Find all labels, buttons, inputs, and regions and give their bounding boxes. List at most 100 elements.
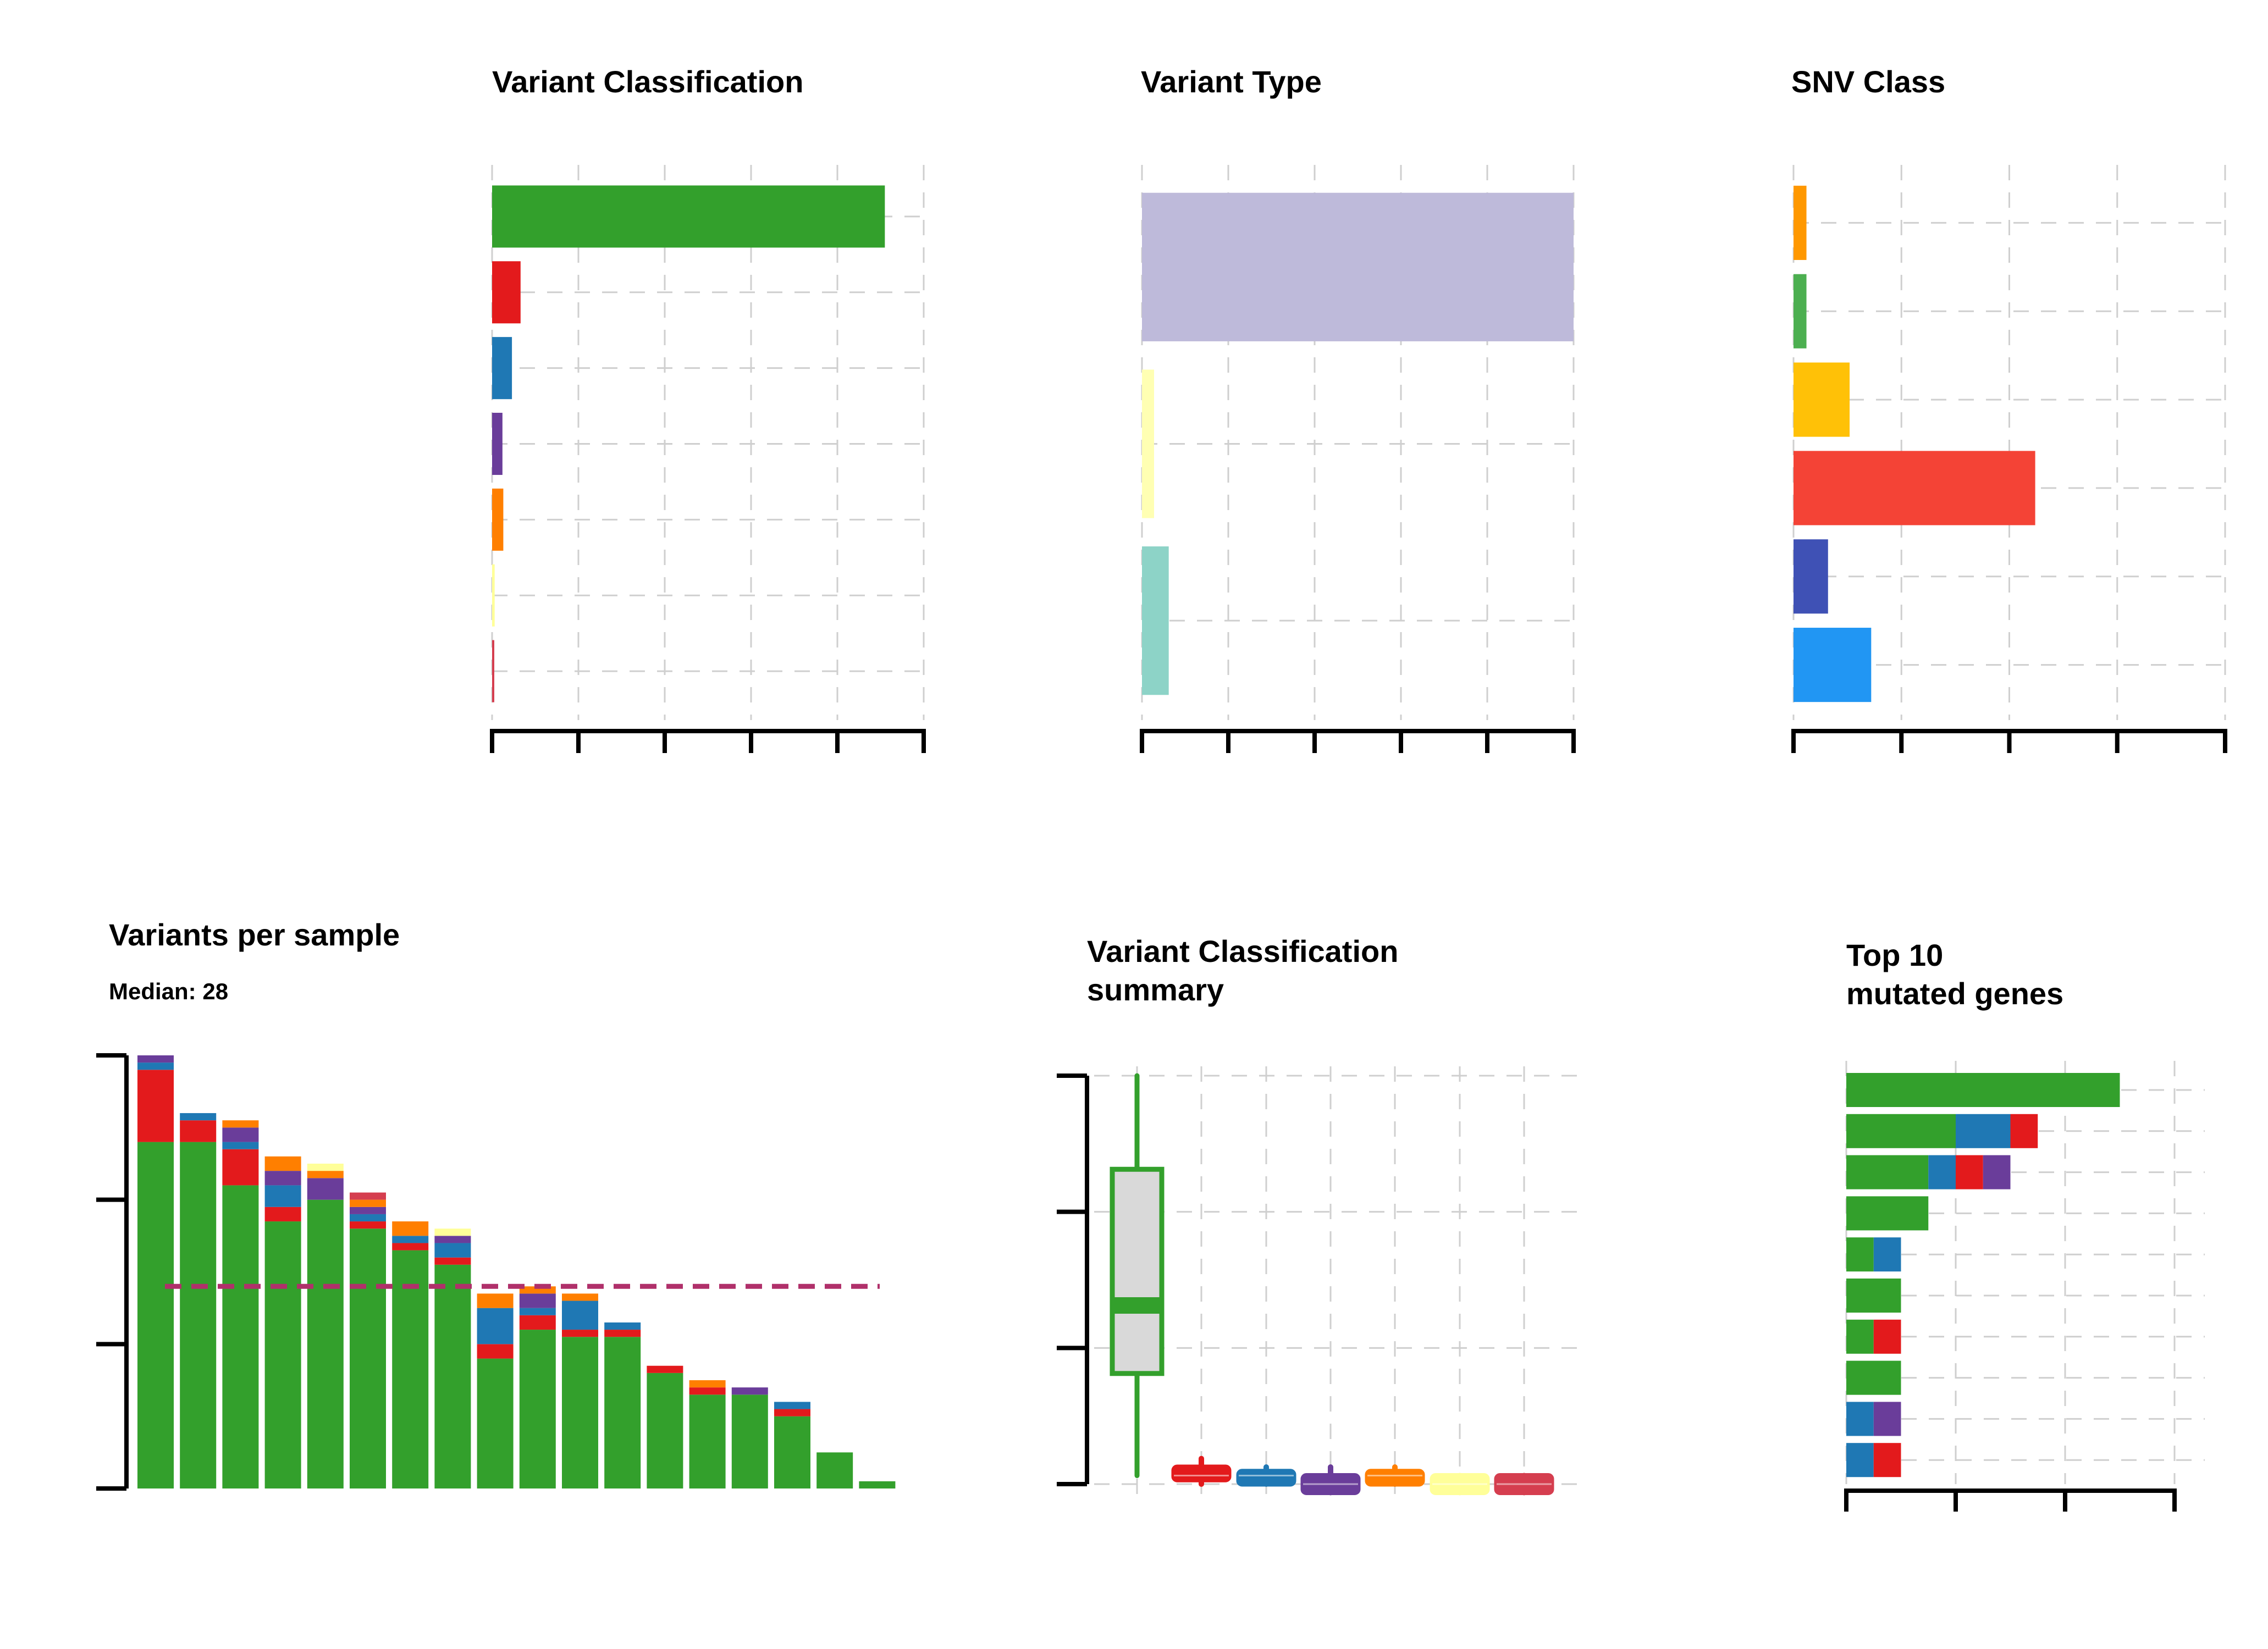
variant-classification-panel: Variant Classification — [490, 64, 926, 753]
variants-per-sample-y-axis — [96, 1053, 129, 1491]
bar-ins — [1142, 369, 1154, 518]
bar-segment-nonsense-mutation — [519, 1315, 556, 1330]
top-genes-title-line-1: Top 10 — [1846, 938, 1943, 972]
bar-segment-missense-mutation — [859, 1481, 896, 1488]
bar-segment-splice-site — [264, 1156, 301, 1171]
snv-class-grid — [1792, 165, 2226, 720]
bar-t-g — [1794, 185, 1807, 260]
top-genes-panel: Top 10 mutated genes — [1844, 938, 2205, 1512]
snv-class-title: SNV Class — [1791, 64, 1945, 99]
bar-segment-frame-shift-del — [180, 1113, 217, 1121]
bar-segment-nonsense-mutation — [647, 1365, 683, 1373]
bar-segment-frame-shift-del — [477, 1308, 514, 1344]
bar-segment-frame-shift-del — [264, 1185, 301, 1207]
bar-segment-missense-mutation — [816, 1452, 853, 1488]
snv-class-x-axis — [1791, 729, 2227, 753]
gene-bar-segment-frame-shift-ins — [1873, 1402, 1901, 1436]
bar-segment-missense-mutation — [392, 1250, 429, 1488]
variant-type-bars — [1142, 192, 1574, 695]
bar-segment-frame-shift-ins — [350, 1207, 386, 1214]
bar-segment-missense-mutation — [350, 1229, 386, 1488]
gene-bar-segment-missense-mutation — [1846, 1319, 1874, 1354]
bar-segment-nonsense-mutation — [477, 1344, 514, 1359]
gene-bar-segment-missense-mutation — [1846, 1360, 1901, 1395]
bar-c-g — [1794, 539, 1828, 614]
box-missense-mutation — [1110, 1166, 1165, 1376]
summary-title-line-1: Variant Classification — [1087, 934, 1398, 969]
variant-type-title: Variant Type — [1141, 64, 1322, 99]
bar-segment-nonsense-mutation — [562, 1330, 598, 1337]
bar-frame-shift-del — [492, 337, 512, 400]
bar-segment-frame-shift-del — [222, 1142, 259, 1149]
bar-missense-mutation — [492, 185, 885, 248]
variants-per-sample-bars — [137, 1055, 896, 1488]
bar-segment-splice-site — [222, 1120, 259, 1128]
median-subtitle: Median: 28 — [109, 978, 228, 1004]
bar-segment-frame-shift-del — [137, 1063, 174, 1070]
bar-segment-nonsense-mutation — [350, 1221, 386, 1229]
bar-segment-frame-shift-del — [604, 1322, 641, 1330]
box-frame-shift-del — [1236, 1469, 1296, 1487]
variant-classification-x-axis — [490, 729, 926, 753]
bar-frame-shift-ins — [492, 412, 503, 475]
summary-y-axis — [1057, 1073, 1089, 1486]
bar-segment-missense-mutation — [774, 1416, 810, 1488]
bar-segment-frame-shift-del — [774, 1402, 810, 1409]
gene-bar-segment-nonsense-mutation — [2010, 1114, 2038, 1148]
snv-class-panel: SNV Class — [1791, 64, 2227, 753]
variant-classification-summary-panel: Variant Classification summary — [1057, 934, 1578, 1496]
bar-segment-missense-mutation — [434, 1264, 471, 1488]
bar-segment-missense-mutation — [731, 1395, 768, 1488]
bar-in-frame-del — [492, 564, 495, 627]
bar-t-a — [1794, 274, 1807, 348]
gene-bar-segment-nonsense-mutation — [1873, 1319, 1901, 1354]
bar-segment-frame-shift-del — [519, 1308, 556, 1315]
box-nonsense-mutation — [1171, 1464, 1232, 1482]
snv-class-bars — [1794, 185, 2035, 702]
bar-segment-nonsense-mutation — [264, 1207, 301, 1222]
bar-segment-frame-shift-ins — [731, 1387, 768, 1395]
summary-grid — [1094, 1066, 1578, 1495]
bar-segment-frame-shift-ins — [137, 1055, 174, 1063]
gene-bar-segment-frame-shift-del — [1846, 1443, 1874, 1478]
bar-segment-missense-mutation — [604, 1337, 641, 1488]
bar-segment-splice-site — [562, 1293, 598, 1301]
bar-snp — [1142, 192, 1574, 341]
variant-type-x-axis — [1140, 729, 1576, 753]
bar-segment-frame-shift-del — [434, 1243, 471, 1258]
bar-segment-splice-site — [392, 1221, 429, 1236]
variant-classification-bars — [492, 185, 885, 702]
bar-segment-nonsense-mutation — [180, 1120, 217, 1142]
bar-segment-splice-site — [350, 1199, 386, 1207]
bar-segment-nonsense-mutation — [689, 1387, 726, 1395]
summary-boxplots — [1110, 1073, 1554, 1496]
bar-segment-missense-mutation — [647, 1373, 683, 1488]
bar-c-a — [1794, 628, 1872, 702]
bar-t-c — [1794, 362, 1850, 437]
bar-segment-frame-shift-ins — [519, 1293, 556, 1308]
bar-segment-missense-mutation — [264, 1221, 301, 1488]
bar-segment-frame-shift-ins — [264, 1171, 301, 1186]
bar-segment-frame-shift-del — [562, 1301, 598, 1330]
bar-segment-splice-site — [689, 1380, 726, 1388]
variants-per-sample-panel: Variants per sample Median: 28 — [96, 917, 896, 1491]
bar-segment-splice-site — [307, 1171, 344, 1178]
gene-bar-segment-frame-shift-del — [1846, 1402, 1874, 1436]
gene-bar-segment-nonsense-mutation — [1873, 1443, 1901, 1478]
bar-del — [1142, 546, 1169, 695]
bar-splice-site — [492, 488, 504, 551]
box-splice-site — [1365, 1469, 1425, 1487]
gene-bar-segment-frame-shift-del — [1956, 1114, 2011, 1148]
summary-title-line-2: summary — [1087, 972, 1224, 1007]
bar-in-frame-ins — [492, 640, 494, 702]
bar-segment-missense-mutation — [689, 1395, 726, 1488]
bar-segment-nonsense-mutation — [392, 1243, 429, 1250]
gene-bar-segment-frame-shift-del — [1873, 1237, 1901, 1272]
variant-classification-title: Variant Classification — [492, 64, 803, 99]
bar-segment-nonsense-mutation — [137, 1070, 174, 1142]
gene-bar-segment-missense-mutation — [1846, 1196, 1929, 1231]
top-genes-title-line-2: mutated genes — [1846, 976, 2063, 1011]
top-genes-x-axis — [1844, 1488, 2177, 1512]
variant-type-panel: Variant Type — [1140, 64, 1576, 753]
